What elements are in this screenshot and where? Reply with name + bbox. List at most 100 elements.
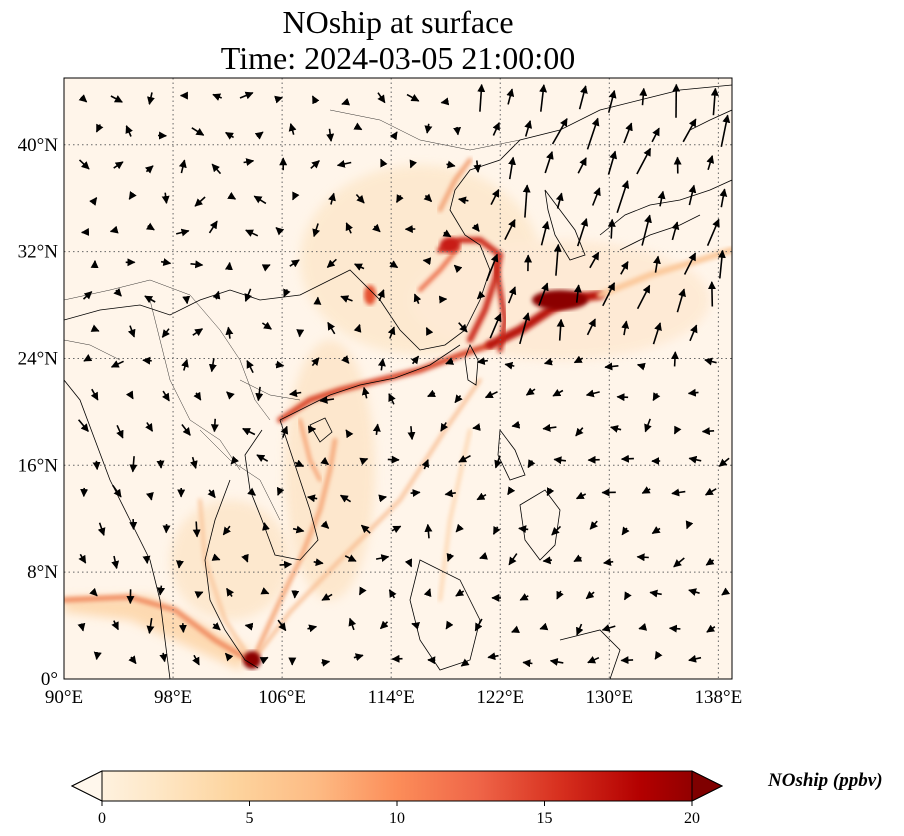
wind-arrow (477, 83, 486, 112)
wind-arrow (476, 357, 488, 366)
wind-arrow (377, 92, 386, 104)
wind-arrow (440, 422, 449, 432)
wind-arrow (423, 193, 433, 203)
wind-arrow (255, 386, 264, 402)
wind-arrow (707, 281, 716, 307)
wind-arrow (518, 525, 529, 534)
wind-arrow (676, 288, 686, 313)
wind-arrow (345, 222, 354, 234)
wind-arrow (307, 624, 318, 633)
colorbar-tick-label: 10 (389, 810, 405, 827)
wind-arrow (208, 358, 217, 373)
wind-arrow (276, 486, 285, 496)
wind-arrow (109, 225, 119, 234)
wind-arrow (576, 623, 584, 636)
wind-arrow (717, 249, 726, 279)
wind-arrow (275, 360, 285, 369)
wind-arrow (78, 94, 88, 103)
wind-arrow (230, 455, 239, 465)
wind-arrow (372, 423, 381, 435)
wind-arrow (519, 593, 529, 601)
lat-tick-label: 40°N (18, 135, 59, 156)
wind-arrow (92, 460, 101, 471)
map-frame (63, 77, 733, 680)
wind-arrow (246, 359, 254, 374)
wind-arrow (440, 97, 450, 106)
wind-arrow (719, 188, 728, 208)
wind-arrow (591, 187, 601, 206)
wind-arrow (425, 326, 434, 336)
lon-tick-label: 114°E (368, 687, 415, 708)
wind-arrow (542, 556, 552, 565)
wind-arrow (116, 424, 124, 439)
wind-arrow (279, 560, 293, 569)
wind-arrow (687, 388, 699, 397)
wind-arrow (636, 362, 646, 371)
wind-arrow (224, 261, 233, 271)
wind-arrow (194, 591, 204, 599)
lon-tick-label: 106°E (258, 687, 306, 708)
wind-arrow (194, 196, 206, 207)
wind-arrow (241, 553, 249, 563)
wind-arrow (506, 88, 515, 105)
wind-arrow (345, 429, 354, 439)
wind-arrow (423, 588, 432, 598)
wind-arrow (706, 624, 716, 633)
wind-arrow (360, 524, 371, 534)
wind-arrow (244, 288, 253, 302)
wind-arrow (142, 356, 152, 365)
wind-arrow (389, 131, 398, 141)
wind-arrow (641, 214, 652, 246)
wind-arrow (208, 220, 218, 234)
wind-arrow (607, 218, 616, 239)
wind-arrow (671, 221, 680, 241)
wind-arrow (128, 190, 137, 200)
wind-arrow (492, 121, 500, 136)
wind-arrow (326, 128, 335, 142)
wind-arrow (110, 360, 124, 368)
wind-arrow (446, 552, 455, 562)
wind-arrow (339, 494, 352, 503)
wind-arrow (372, 223, 381, 233)
wind-arrow (657, 190, 666, 207)
wind-arrow (388, 589, 397, 599)
wind-arrow (620, 261, 629, 275)
wind-arrow (487, 652, 499, 661)
wind-arrow (460, 658, 470, 667)
wind-arrow (254, 131, 264, 140)
wind-arrow (701, 427, 715, 436)
wind-arrow (621, 320, 630, 336)
colorbar-gradient (70, 770, 724, 802)
wind-arrow (353, 263, 365, 271)
longitude-tick-labels: 90°E 98°E 106°E 114°E 122°E 130°E 138°E (45, 687, 742, 708)
wind-arrow (407, 426, 416, 441)
wind-arrow (327, 321, 336, 335)
wind-arrow (670, 351, 679, 367)
wind-arrow (389, 260, 399, 269)
wind-arrow (504, 218, 516, 240)
wind-arrow (129, 519, 138, 530)
wind-arrow (387, 455, 400, 464)
colorbar-extend-low (70, 770, 103, 802)
wind-arrow (161, 192, 170, 204)
wind-arrow (82, 291, 93, 300)
wind-arrow (706, 218, 720, 247)
wind-arrow (355, 193, 365, 204)
wind-arrow (253, 195, 267, 205)
wind-arrow (527, 459, 536, 469)
wind-arrow (424, 123, 433, 134)
wind-arrow (455, 588, 465, 597)
wind-arrow (296, 329, 305, 338)
wind-arrow (145, 422, 154, 432)
wind-arrow (413, 293, 422, 305)
wind-arrow (377, 358, 386, 371)
wind-arrow (212, 622, 221, 631)
wind-arrow (89, 197, 98, 206)
wind-arrow (129, 456, 138, 473)
wind-arrow (522, 184, 531, 218)
wind-arrow (718, 457, 730, 467)
wind-arrow (78, 553, 87, 564)
wind-arrow (511, 420, 521, 429)
wind-arrow (636, 553, 649, 562)
wind-arrow (610, 425, 622, 433)
